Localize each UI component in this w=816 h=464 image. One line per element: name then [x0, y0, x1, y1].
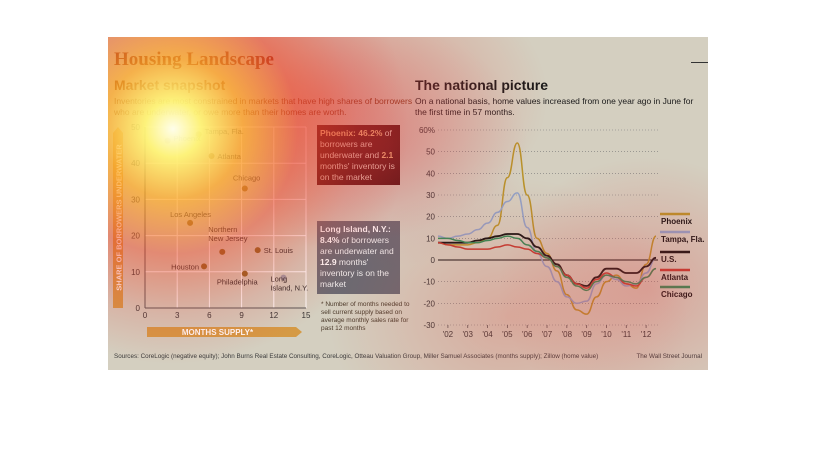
line-chart: 60% 50 40 30 20 10 0 -10 -20 -30 '02 '03 '04 '05 '06 '0… [419, 126, 704, 339]
y-tick-label: 0 [431, 256, 436, 265]
scatter-point [164, 137, 171, 144]
series-line [437, 192, 657, 305]
legend-label: U.S. [661, 255, 677, 264]
point-label: Chicago [233, 174, 261, 183]
infographic-panel: Housing Landscape Market snapshot Invent… [108, 37, 708, 370]
x-tick-label: '11 [621, 330, 631, 339]
x-tick-label: 3 [175, 311, 180, 320]
y-tick-label: 30 [131, 195, 140, 204]
y-tick-label: 0 [136, 304, 141, 313]
y-axis-label: SHARE OF BORROWERS UNDERWATER [115, 144, 124, 291]
x-tick-label: 9 [239, 311, 244, 320]
point-label: St. Louis [264, 246, 293, 255]
phoenix-callout-months: 2.1 [381, 150, 394, 160]
scatter-point [187, 219, 194, 226]
y-tick-label: 20 [131, 232, 140, 241]
x-tick-label: 6 [207, 311, 212, 320]
point-label: Atlanta [218, 152, 242, 161]
x-tick-label: '07 [542, 330, 553, 339]
point-label: Philadelphia [217, 278, 259, 287]
scatter-point [195, 131, 202, 138]
x-tick-label: '12 [641, 330, 652, 339]
y-tick-label: -10 [423, 278, 435, 287]
x-tick-label: '09 [581, 330, 592, 339]
y-tick-label: 60% [419, 126, 435, 135]
x-tick-label: '10 [601, 330, 612, 339]
point-label: Northern [208, 225, 237, 234]
li-callout-share: 8.4% [320, 235, 340, 245]
x-tick-label: '06 [522, 330, 533, 339]
x-tick-label: '02 [443, 330, 454, 339]
market-snapshot-heading: Market snapshot [114, 77, 226, 93]
y-tick-label: 10 [426, 234, 435, 243]
x-tick-label: 12 [269, 311, 278, 320]
y-tick-label: -20 [423, 299, 435, 308]
national-picture-heading: The national picture [415, 77, 549, 93]
y-tick-label: 20 [426, 213, 435, 222]
y-tick-label: 10 [131, 268, 140, 277]
scatter-point [208, 152, 215, 159]
y-tick-label: -30 [423, 321, 435, 330]
x-axis-label: MONTHS SUPPLY* [182, 328, 254, 337]
credit: The Wall Street Journal [636, 353, 702, 360]
y-tick-label: 40 [131, 159, 140, 168]
phoenix-callout: Phoenix: 46.2% of borrowers are underwat… [317, 125, 400, 185]
y-tick-label: 50 [131, 123, 140, 132]
li-callout-name: Long Island, N.Y.: [320, 224, 391, 234]
x-tick-label: '08 [562, 330, 573, 339]
long-island-callout: Long Island, N.Y.: 8.4% of borrowers are… [317, 221, 400, 294]
x-tick-label: 15 [302, 311, 311, 320]
months-supply-footnote: * Number of months needed to sell curren… [321, 301, 410, 332]
market-snapshot-intro: Inventories are most constrained in mark… [114, 96, 413, 117]
scatter-point [241, 270, 248, 277]
y-tick-label: 40 [426, 169, 435, 178]
x-tick-label: 0 [143, 311, 148, 320]
scatter-point [201, 263, 208, 270]
legend-label: Tampa, Fla. [661, 235, 704, 244]
phoenix-callout-text-end: months' inventory is on the market [320, 161, 395, 182]
y-tick-label: 50 [426, 148, 435, 157]
phoenix-callout-name: Phoenix: [320, 128, 356, 138]
x-tick-label: '05 [502, 330, 513, 339]
scatter-point [219, 248, 226, 255]
legend-label: Chicago [661, 290, 693, 299]
point-label: Houston [171, 262, 199, 271]
series-line [437, 142, 657, 315]
national-picture-intro: On a national basis, home values increas… [415, 96, 694, 117]
sources-note: Sources: CoreLogic (negative equity); Jo… [114, 353, 599, 360]
li-callout-months: 12.9 [320, 257, 337, 267]
point-label: New Jersey [208, 234, 247, 243]
point-label: Los Angeles [170, 210, 211, 219]
legend-label: Atlanta [661, 273, 689, 282]
point-label: Tampa, Fla. [205, 127, 244, 136]
legend-label: Phoenix [661, 217, 693, 226]
point-label: Island, N.Y. [270, 284, 308, 293]
phoenix-callout-share: 46.2% [358, 128, 383, 138]
divider [691, 62, 708, 63]
point-label: Long [270, 275, 287, 284]
x-tick-label: '04 [482, 330, 493, 339]
y-tick-label: 30 [426, 191, 435, 200]
x-tick-label: '03 [463, 330, 474, 339]
page-title: Housing Landscape [114, 49, 274, 70]
scatter-point [254, 247, 261, 254]
scatter-point [241, 185, 248, 192]
